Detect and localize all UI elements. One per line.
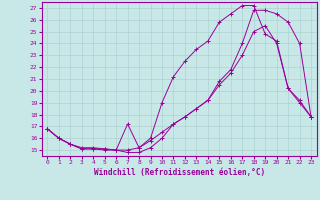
X-axis label: Windchill (Refroidissement éolien,°C): Windchill (Refroidissement éolien,°C) [94, 168, 265, 177]
